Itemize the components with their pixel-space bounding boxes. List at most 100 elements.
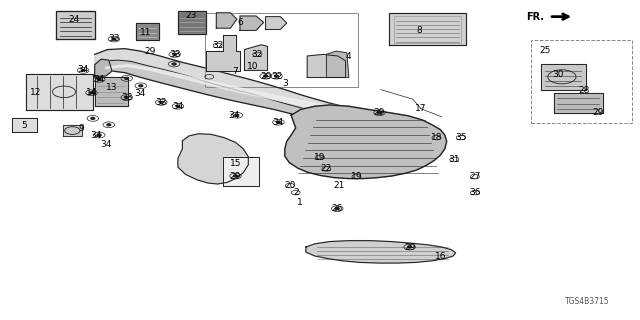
Circle shape [107,124,111,126]
Text: 23: 23 [185,11,196,20]
Text: 10: 10 [247,62,259,71]
Polygon shape [206,35,240,71]
Text: 19: 19 [314,153,326,162]
Polygon shape [95,59,112,76]
Text: 34: 34 [172,102,184,111]
Circle shape [139,85,143,87]
Text: 12: 12 [29,88,41,97]
Circle shape [159,101,163,103]
Text: 36: 36 [469,188,481,197]
Circle shape [90,92,93,94]
Text: 32: 32 [212,41,223,50]
Circle shape [408,246,412,248]
Text: 19: 19 [351,172,362,181]
Polygon shape [63,125,82,136]
Text: 26: 26 [332,204,343,213]
Circle shape [97,78,101,80]
Polygon shape [178,11,206,34]
Text: 6: 6 [237,18,243,27]
Text: 5: 5 [21,121,26,130]
Text: 1: 1 [297,198,302,207]
Polygon shape [95,77,128,106]
Bar [205,13,358,87]
Polygon shape [178,134,248,184]
Circle shape [275,75,278,77]
Circle shape [276,121,280,123]
Polygon shape [56,11,95,39]
Circle shape [125,97,129,99]
Circle shape [176,105,180,107]
Text: 34: 34 [100,140,111,149]
Text: 28: 28 [578,86,589,95]
Circle shape [97,134,101,136]
Text: FR.: FR. [526,12,544,22]
Text: 33: 33 [156,98,167,107]
Text: 32: 32 [252,50,263,59]
Polygon shape [541,64,586,90]
Polygon shape [554,93,603,113]
Polygon shape [95,60,355,128]
Text: 29: 29 [230,172,241,180]
Polygon shape [389,13,466,45]
Text: 29: 29 [145,47,156,56]
Text: 9: 9 [79,124,84,133]
Text: 11: 11 [140,28,152,36]
Circle shape [112,38,116,40]
Text: 34: 34 [273,118,284,127]
Polygon shape [244,45,268,70]
Polygon shape [306,241,456,263]
Text: 33: 33 [121,93,132,102]
Polygon shape [216,13,237,28]
Text: 34: 34 [90,131,102,140]
Polygon shape [223,157,259,186]
Text: 21: 21 [333,181,345,190]
Text: 17: 17 [415,104,427,113]
Text: 29: 29 [404,243,415,252]
Text: 29: 29 [260,72,271,81]
Text: 34: 34 [77,65,89,74]
Circle shape [378,112,381,114]
Text: 31: 31 [449,155,460,164]
Circle shape [125,77,129,79]
Circle shape [91,117,95,119]
Text: 29: 29 [593,108,604,117]
Polygon shape [12,118,37,132]
Polygon shape [95,49,355,122]
Text: 27: 27 [469,172,481,181]
Text: 33: 33 [169,50,180,59]
Text: 34: 34 [228,111,239,120]
Text: 13: 13 [106,83,118,92]
Text: 35: 35 [455,133,467,142]
Bar [531,40,632,123]
Text: 16: 16 [435,252,446,261]
Circle shape [234,175,237,177]
Text: 7: 7 [233,67,238,76]
Polygon shape [240,16,264,30]
Text: 33: 33 [108,34,120,43]
Text: TGS4B3715: TGS4B3715 [564,297,609,306]
Text: 30: 30 [552,70,564,79]
Text: 32: 32 [271,72,282,81]
Text: 2: 2 [293,188,298,197]
Polygon shape [285,105,447,179]
Text: 4: 4 [346,52,351,61]
Text: 18: 18 [431,133,442,142]
Polygon shape [326,51,349,77]
Circle shape [173,53,177,55]
Circle shape [264,75,268,77]
Polygon shape [266,17,287,29]
Polygon shape [106,65,346,115]
Text: 22: 22 [321,164,332,173]
Circle shape [335,208,339,210]
Circle shape [172,63,176,65]
Text: 20: 20 [284,181,296,190]
Text: 34: 34 [93,75,105,84]
Text: 29: 29 [374,108,385,117]
Circle shape [235,114,239,116]
Polygon shape [136,23,159,40]
Circle shape [81,69,85,71]
Text: 24: 24 [68,15,79,24]
Text: 25: 25 [540,46,551,55]
Text: 14: 14 [86,88,97,97]
Text: 15: 15 [230,159,241,168]
